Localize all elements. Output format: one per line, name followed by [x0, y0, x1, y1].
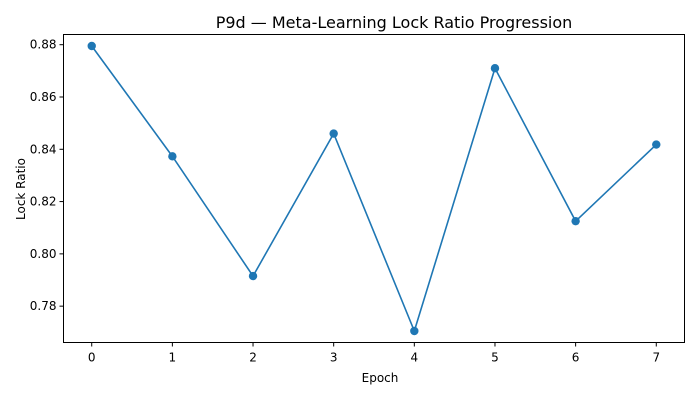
- x-tick-label: 0: [88, 351, 96, 365]
- data-point-epoch-1: [168, 152, 177, 161]
- data-point-epoch-4: [410, 326, 419, 336]
- x-tick-label: 6: [572, 351, 580, 365]
- series-group: [87, 41, 661, 336]
- y-tick-label: 0.88: [30, 38, 57, 52]
- y-tick-label: 0.80: [30, 247, 57, 261]
- y-axis-label: Lock Ratio: [14, 158, 28, 220]
- y-tick-label: 0.84: [30, 142, 57, 156]
- y-tick-label: 0.78: [30, 299, 57, 313]
- data-point-epoch-0: [87, 41, 96, 51]
- x-tick-label: 7: [652, 351, 660, 365]
- x-tick-label: 1: [169, 351, 177, 365]
- x-axis-label: Epoch: [362, 371, 399, 385]
- x-tick-label: 2: [249, 351, 257, 365]
- data-point-epoch-7: [652, 140, 661, 149]
- y-tick-label: 0.86: [30, 90, 57, 104]
- data-point-epoch-5: [490, 64, 500, 73]
- x-tick-label: 4: [411, 351, 419, 365]
- x-tick-label: 3: [330, 351, 338, 365]
- chart-title: P9d — Meta-Learning Lock Ratio Progressi…: [216, 13, 573, 32]
- data-point-epoch-6: [571, 216, 580, 226]
- x-tick-label: 5: [491, 351, 499, 365]
- data-point-epoch-2: [248, 271, 258, 281]
- plot-area-frame: [63, 34, 685, 343]
- y-tick-label: 0.82: [30, 195, 57, 209]
- series-line: [91, 45, 657, 334]
- y-axis: 0.78 0.80 0.82 0.84 0.86 0.88: [30, 38, 64, 313]
- x-axis: 0 1 2 3 4 5 6 7: [88, 342, 660, 365]
- data-point-epoch-3: [329, 129, 338, 138]
